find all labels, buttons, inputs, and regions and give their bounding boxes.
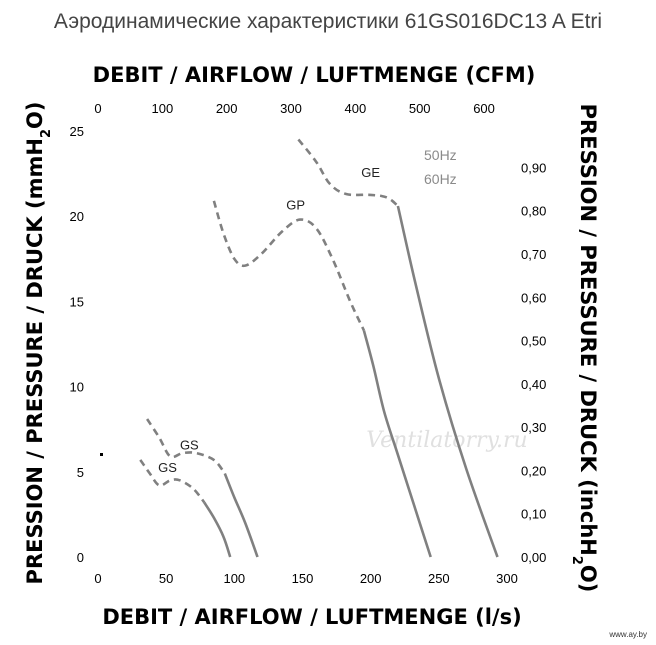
y-axis-title-right-sub: 2 — [570, 556, 585, 565]
y-tick-right: 0,40 — [521, 377, 546, 392]
curve-gp-solid-3 — [362, 330, 432, 558]
x-tick-top: 500 — [409, 101, 431, 116]
curve-gs-dashed-4 — [146, 418, 226, 475]
axis-marker — [100, 453, 103, 456]
curve-label-ge: GE — [361, 165, 380, 180]
x-tick-top: 600 — [473, 101, 495, 116]
x-tick-top: 200 — [216, 101, 238, 116]
y-axis-title-right-tail: O) — [576, 565, 600, 592]
x-tick-bottom: 50 — [159, 571, 173, 586]
y-axis-title-right-main: PRESSION / PRESSURE / DRUCK (inchH — [576, 104, 600, 556]
y-tick-right: 0,60 — [521, 290, 546, 305]
curve-label-gs: GS — [158, 460, 177, 475]
y-axis-title-left-tail: O) — [23, 102, 47, 129]
x-tick-top: 100 — [151, 101, 173, 116]
x-axis-ticks-bottom: 0 50 100 150 200 250 300 — [94, 571, 517, 586]
x-tick-bottom: 300 — [496, 571, 518, 586]
y-axis-ticks-left: 0 5 10 15 20 25 — [70, 124, 84, 565]
y-tick-left: 0 — [77, 550, 84, 565]
curve-label-gs: GS — [180, 438, 199, 453]
x-tick-top: 400 — [345, 101, 367, 116]
x-tick-bottom: 250 — [428, 571, 450, 586]
legend-item-50hz: 50Hz — [424, 147, 457, 163]
y-tick-right: 0,80 — [521, 204, 546, 219]
y-tick-left: 10 — [70, 380, 84, 395]
y-axis-title-left-sub: 2 — [39, 129, 54, 138]
curve-gs-dashed-6 — [139, 459, 206, 504]
chart-title: Аэродинамические характеристики 61GS016D… — [54, 10, 602, 33]
y-tick-left: 20 — [70, 209, 84, 224]
y-tick-right: 0,90 — [521, 160, 546, 175]
y-axis-title-left-main: PRESSION / PRESSURE / DRUCK (mmH — [23, 138, 47, 584]
y-tick-right: 0,50 — [521, 334, 546, 349]
y-tick-left: 15 — [70, 294, 84, 309]
x-tick-top: 300 — [280, 101, 302, 116]
x-axis-title-bottom: DEBIT / AIRFLOW / LUFTMENGE (l/s) — [102, 605, 521, 629]
curves — [139, 138, 499, 558]
y-axis-ticks-right: 0,00 0,10 0,20 0,30 0,40 0,50 0,60 0,70 0,80 0,90 — [521, 160, 546, 565]
y-tick-right: 0,20 — [521, 463, 546, 478]
x-axis-ticks-top: 0 100 200 300 400 500 600 — [94, 101, 495, 116]
x-tick-bottom: 150 — [292, 571, 314, 586]
y-axis-title-right: PRESSION / PRESSURE / DRUCK (inchH2O) — [570, 104, 601, 593]
curve-gs-solid-7 — [203, 501, 232, 558]
x-axis-title-top: DEBIT / AIRFLOW / LUFTMENGE (CFM) — [93, 63, 536, 87]
y-tick-right: 0,30 — [521, 420, 546, 435]
curve-ge-solid-1 — [396, 205, 499, 558]
y-axis-title-left: PRESSION / PRESSURE / DRUCK (mmH2O) — [23, 102, 54, 585]
legend-item-60hz: 60Hz — [424, 171, 457, 187]
x-tick-bottom: 0 — [94, 571, 101, 586]
curve-gs-solid-5 — [223, 473, 259, 558]
y-tick-right: 0,70 — [521, 247, 546, 262]
x-tick-bottom: 200 — [360, 571, 382, 586]
legend: 50Hz 60Hz — [424, 147, 457, 187]
curve-ge-dashed-0 — [297, 138, 399, 208]
curve-gp-dashed-2 — [212, 200, 366, 331]
x-tick-top: 0 — [94, 101, 101, 116]
curve-label-gp: GP — [286, 197, 305, 212]
y-tick-left: 5 — [77, 465, 84, 480]
y-tick-right: 0,00 — [521, 550, 546, 565]
y-tick-right: 0,10 — [521, 507, 546, 522]
y-tick-left: 25 — [70, 124, 84, 139]
footer-url: www.ay.by — [608, 630, 647, 639]
x-tick-bottom: 100 — [223, 571, 245, 586]
